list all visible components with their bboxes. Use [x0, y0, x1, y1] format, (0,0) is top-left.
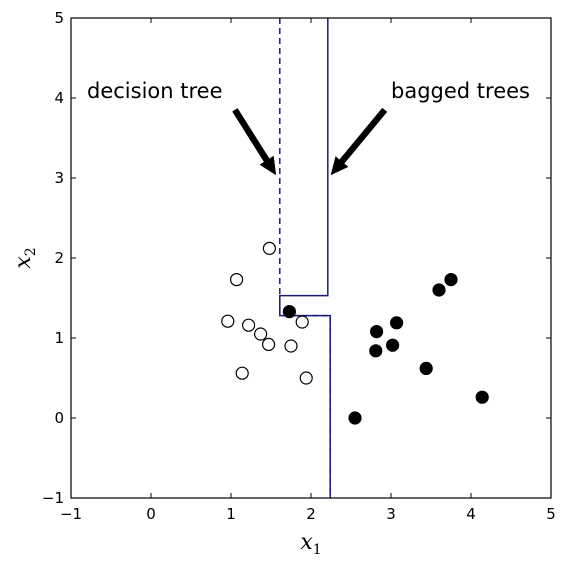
decision-boundaries	[279, 18, 331, 498]
y-axis-label: x2	[11, 247, 39, 268]
y-tick-label: 5	[54, 9, 64, 27]
filled-point-3	[369, 344, 383, 358]
y-tick-label: 0	[54, 409, 64, 427]
filled-point-1	[370, 325, 384, 339]
annotation-arrow	[330, 107, 388, 176]
open-point-9	[299, 371, 313, 385]
y-tick-label: 4	[54, 89, 64, 107]
boundary-solid	[279, 18, 331, 498]
x-tick-label: 5	[546, 505, 556, 523]
axis-ticks: −1 0 1 2 3 4 5 −1 0 1 2 3 4 5	[42, 9, 556, 523]
open-point-4	[254, 327, 268, 341]
annotation-label: decision tree	[87, 79, 223, 103]
filled-point-4	[386, 338, 400, 352]
filled-point-9	[475, 390, 489, 404]
open-point-1	[230, 273, 244, 287]
data-points	[221, 241, 489, 425]
x-axis-label: x1	[300, 530, 321, 558]
annotations: decision tree bagged trees	[87, 79, 530, 176]
x-tick-label: −1	[60, 505, 82, 523]
filled-point-6	[444, 273, 458, 287]
open-point-7	[295, 315, 309, 329]
x-tick-label: 0	[146, 505, 156, 523]
annotation-label: bagged trees	[391, 79, 530, 103]
open-point-2	[221, 314, 235, 328]
open-point-3	[242, 318, 256, 332]
filled-point-0	[282, 305, 296, 319]
y-tick-label: 1	[54, 329, 64, 347]
y-tick-label: 3	[54, 169, 64, 187]
x-tick-label: 4	[466, 505, 476, 523]
x-tick-label: 1	[226, 505, 236, 523]
boundary-dashed	[279, 18, 331, 498]
filled-point-2	[390, 316, 404, 330]
filled-point-8	[348, 411, 362, 425]
y-tick-label: 2	[54, 249, 64, 267]
annotation-arrow	[232, 108, 277, 176]
filled-point-7	[419, 361, 433, 375]
open-point-8	[235, 366, 249, 380]
open-point-0	[262, 241, 276, 255]
open-point-5	[262, 337, 276, 351]
x-tick-label: 3	[386, 505, 396, 523]
y-tick-label: −1	[42, 489, 64, 507]
filled-point-5	[432, 283, 446, 297]
open-point-6	[284, 339, 298, 353]
x-tick-label: 2	[306, 505, 316, 523]
